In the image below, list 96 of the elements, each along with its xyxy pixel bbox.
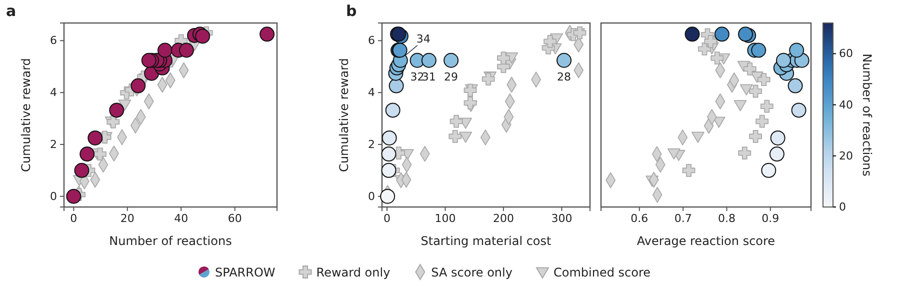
point — [141, 52, 156, 68]
point — [195, 28, 210, 44]
point — [684, 26, 700, 42]
color-bar-title: Number of reactions — [860, 54, 874, 176]
x-axis-title: Average reaction score — [636, 234, 776, 248]
y-tick-label: 6 — [368, 34, 375, 48]
x-tick-label: 0.8 — [718, 212, 736, 225]
point — [450, 114, 463, 128]
point — [698, 42, 711, 56]
point — [260, 26, 275, 42]
point — [789, 42, 804, 58]
point — [157, 42, 172, 58]
color-bar-label: 20 — [839, 149, 853, 162]
x-tick-label: 300 — [551, 212, 572, 225]
point — [769, 146, 784, 162]
point — [710, 52, 724, 64]
point — [682, 164, 696, 177]
x-tick-label: 20 — [120, 212, 134, 225]
point — [751, 42, 766, 58]
x-tick-label: 40 — [174, 212, 188, 225]
annotation: 34 — [416, 32, 430, 46]
point — [691, 132, 704, 143]
point — [130, 78, 146, 94]
point — [109, 102, 124, 118]
point — [88, 130, 103, 146]
chart-title: a — [6, 2, 16, 20]
point — [381, 162, 396, 178]
point — [749, 130, 762, 143]
x-tick-label: 0 — [70, 212, 78, 225]
x-tick-label: 0.9 — [762, 212, 780, 225]
point — [385, 102, 400, 118]
point — [381, 146, 396, 162]
x-tick-label: 0.7 — [674, 212, 692, 225]
point — [714, 26, 730, 42]
point — [749, 84, 762, 98]
legend-label: Combined score — [553, 266, 651, 280]
y-tick-label: 0 — [368, 190, 375, 203]
point — [444, 52, 459, 68]
point — [757, 73, 770, 86]
point — [80, 146, 95, 162]
point — [667, 148, 680, 160]
x-tick-label: 200 — [492, 212, 514, 225]
point — [756, 114, 769, 128]
point — [556, 52, 572, 68]
legend-label: SA score only — [431, 266, 512, 280]
x-axis-title: Number of reactions — [109, 234, 232, 248]
y-tick-label: 2 — [50, 138, 57, 151]
point — [421, 52, 436, 68]
point — [66, 188, 82, 204]
y-tick-label: 6 — [50, 34, 57, 48]
point — [760, 100, 774, 113]
y-axis-title: Cumulative reward — [337, 58, 351, 172]
point — [704, 34, 718, 48]
annotation: 29 — [444, 70, 458, 84]
x-tick-label: 0.6 — [630, 212, 648, 225]
point — [738, 26, 754, 42]
point — [388, 78, 404, 94]
point — [776, 52, 791, 68]
point — [497, 52, 510, 64]
point — [382, 130, 397, 146]
point — [74, 162, 90, 178]
point — [459, 132, 472, 143]
color-bar-label: 0 — [839, 200, 846, 214]
point — [788, 78, 803, 94]
x-tick-label: 0 — [384, 212, 391, 225]
point — [448, 130, 462, 143]
point — [464, 96, 477, 110]
point — [770, 130, 786, 146]
point — [118, 100, 132, 111]
point — [544, 34, 557, 48]
point — [740, 84, 753, 96]
y-tick-label: 4 — [368, 86, 375, 100]
point — [734, 100, 747, 112]
annotation: 28 — [557, 70, 572, 84]
legend-label: Reward only — [316, 266, 390, 280]
y-tick-label: 0 — [50, 190, 57, 203]
point — [178, 42, 194, 58]
color-bar-label: 60 — [839, 47, 853, 60]
x-tick-label: 100 — [434, 212, 456, 225]
legend-label: SPARROW — [215, 266, 276, 280]
point — [738, 146, 752, 160]
point — [791, 102, 806, 118]
y-axis-title: Cumulative reward — [19, 58, 33, 172]
y-tick-label: 2 — [368, 138, 375, 151]
annotation: 32 — [410, 70, 424, 84]
x-tick-label: 60 — [228, 212, 242, 225]
y-tick-label: 4 — [50, 86, 57, 100]
point — [94, 148, 106, 161]
point — [482, 72, 495, 86]
point — [380, 188, 396, 204]
point — [761, 162, 776, 178]
point — [743, 62, 756, 76]
x-axis-title: Starting material cost — [420, 234, 552, 248]
chart-title: b — [346, 2, 357, 20]
annotation: 31 — [422, 70, 436, 84]
color-bar-label: 40 — [839, 98, 853, 112]
